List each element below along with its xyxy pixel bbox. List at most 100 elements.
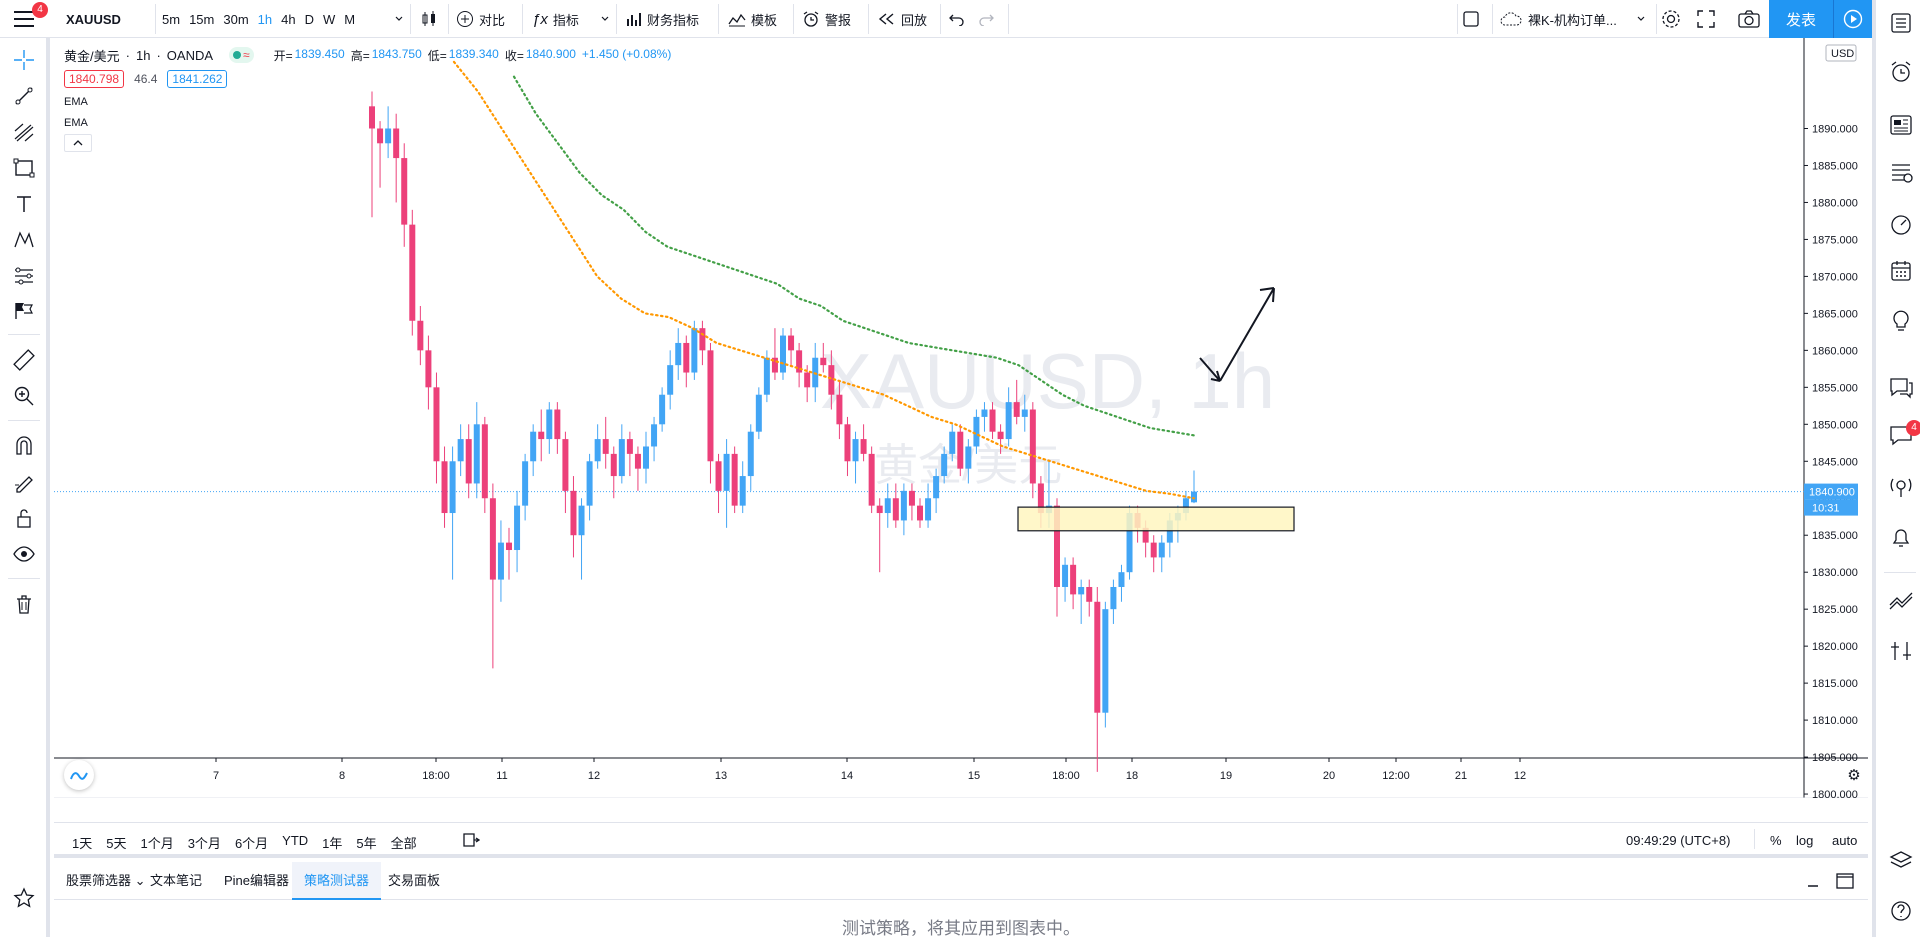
layers-icon[interactable]: [1886, 846, 1916, 876]
financials-button[interactable]: 财务指标: [626, 0, 699, 38]
crosshair-icon[interactable]: [10, 46, 38, 74]
indicators-dropdown-icon[interactable]: [600, 0, 610, 38]
streams-icon[interactable]: [1886, 472, 1916, 502]
bid-price[interactable]: 1840.798: [64, 70, 125, 88]
magnet-icon[interactable]: [10, 432, 38, 460]
dom-icon[interactable]: [1886, 636, 1916, 666]
tradingview-logo-icon[interactable]: [64, 760, 94, 790]
range-5天[interactable]: 5天: [106, 836, 127, 851]
layout-dropdown-icon[interactable]: [1636, 0, 1646, 38]
range-1天[interactable]: 1天: [72, 836, 93, 851]
interval-M[interactable]: M: [344, 11, 356, 27]
candle: [796, 342, 803, 388]
rectangle-shape-icon[interactable]: [10, 154, 38, 182]
zoom-in-icon[interactable]: [10, 382, 38, 410]
collapse-legend-icon[interactable]: [64, 134, 92, 152]
trading-panel-icon[interactable]: [1886, 586, 1916, 616]
range-5年[interactable]: 5年: [356, 836, 377, 851]
candle: [1086, 579, 1093, 617]
log-scale-toggle[interactable]: log: [1796, 833, 1814, 848]
symbol-search[interactable]: XAUUSD: [66, 11, 121, 27]
undo-icon[interactable]: [948, 0, 966, 38]
ema-legend-2[interactable]: EMA: [64, 117, 88, 129]
interval-D[interactable]: D: [304, 11, 314, 27]
alert-button[interactable]: 警报: [802, 0, 851, 38]
time-label: 19: [1220, 770, 1232, 782]
legend-symbol-name[interactable]: 黄金/美元: [64, 48, 120, 64]
candle: [522, 453, 529, 521]
notifications-bell-icon[interactable]: [1886, 522, 1916, 552]
time-axis-settings-icon[interactable]: ⚙: [1847, 767, 1860, 784]
trash-icon[interactable]: [10, 590, 38, 618]
chat-icon[interactable]: [1886, 372, 1916, 402]
auto-scale-toggle[interactable]: auto: [1832, 833, 1858, 848]
candle: [917, 498, 923, 528]
fullscreen-icon[interactable]: [1697, 0, 1715, 38]
ema-legend-1[interactable]: EMA: [64, 96, 88, 108]
cloud-icon: [1500, 12, 1522, 26]
range-全部[interactable]: 全部: [390, 836, 417, 851]
interval-30m[interactable]: 30m: [223, 11, 249, 27]
panel-tab-4[interactable]: 交易面板: [388, 873, 441, 888]
ask-price[interactable]: 1841.262: [167, 70, 228, 88]
range-3个月[interactable]: 3个月: [187, 836, 221, 851]
interval-W[interactable]: W: [322, 11, 336, 27]
interval-1h[interactable]: 1h: [257, 11, 273, 27]
ruler-icon[interactable]: [10, 346, 38, 374]
templates-button[interactable]: 模板: [728, 0, 777, 38]
clock-timezone[interactable]: 09:49:29 (UTC+8): [1626, 833, 1731, 848]
select-checkbox-icon[interactable]: [1462, 0, 1480, 38]
prediction-tool-icon[interactable]: [10, 262, 38, 290]
interval-4h[interactable]: 4h: [281, 11, 296, 27]
eye-icon[interactable]: [10, 540, 38, 568]
interval-15m[interactable]: 15m: [189, 11, 215, 27]
settings-gear-icon[interactable]: [1660, 0, 1682, 38]
panel-tab-0[interactable]: 股票筛选器 ⌄: [66, 873, 146, 888]
star-icon[interactable]: [10, 884, 38, 912]
redo-icon[interactable]: [977, 0, 995, 38]
percent-scale-toggle[interactable]: %: [1770, 833, 1782, 848]
compare-button[interactable]: 对比: [456, 0, 505, 38]
icons-tool-icon[interactable]: [10, 296, 38, 324]
watchlist-icon[interactable]: [1886, 8, 1916, 38]
trend-line-icon[interactable]: [10, 82, 38, 110]
minimize-panel-icon[interactable]: [1806, 874, 1820, 891]
maximize-panel-icon[interactable]: [1836, 873, 1854, 892]
data-window-icon[interactable]: [1886, 158, 1916, 188]
interval-5m[interactable]: 5m: [162, 11, 181, 27]
replay-button[interactable]: 回放: [878, 0, 927, 38]
alerts-clock-icon[interactable]: [1886, 57, 1916, 87]
candle: [884, 483, 891, 528]
stay-in-drawing-icon[interactable]: [10, 468, 38, 496]
play-icon[interactable]: [1833, 0, 1872, 38]
range-YTD[interactable]: YTD: [282, 833, 309, 848]
market-status-icon[interactable]: ≈: [229, 47, 254, 63]
panel-tab-3[interactable]: 策略测试器: [292, 862, 382, 900]
lock-icon[interactable]: [10, 504, 38, 532]
indicators-button[interactable]: ƒx 指标: [532, 10, 579, 28]
layout-name-button[interactable]: 裸K-机构订单...: [1500, 0, 1617, 38]
goto-date-icon[interactable]: [462, 832, 481, 851]
chevron-down-icon[interactable]: ⌄: [131, 873, 146, 888]
text-tool-icon[interactable]: [10, 190, 38, 218]
pattern-tool-icon[interactable]: [10, 226, 38, 254]
hotlist-icon[interactable]: [1886, 210, 1916, 240]
menu-icon[interactable]: [14, 11, 34, 27]
camera-icon[interactable]: [1738, 0, 1760, 38]
news-icon[interactable]: [1886, 110, 1916, 140]
calendar-icon[interactable]: [1886, 256, 1916, 286]
pitchfork-icon[interactable]: [10, 118, 38, 146]
panel-tab-2[interactable]: Pine编辑器: [224, 873, 290, 888]
panel-tab-1[interactable]: 文本笔记: [150, 873, 203, 888]
range-1年[interactable]: 1年: [322, 836, 343, 851]
ideas-lightbulb-icon[interactable]: [1886, 306, 1916, 336]
price-chart[interactable]: XAUUSD, 1h 黄金/美元 1890.000 1885.000 1880.00…: [54, 38, 1868, 798]
interval-dropdown-icon[interactable]: [394, 0, 404, 38]
time-label: 14: [841, 770, 853, 782]
currency-badge[interactable]: USD: [1825, 44, 1857, 62]
publish-button[interactable]: 发表: [1769, 0, 1833, 38]
range-1个月[interactable]: 1个月: [140, 836, 174, 851]
range-6个月[interactable]: 6个月: [234, 836, 269, 851]
help-icon[interactable]: [1886, 896, 1916, 926]
candles-style-icon[interactable]: [420, 0, 438, 38]
